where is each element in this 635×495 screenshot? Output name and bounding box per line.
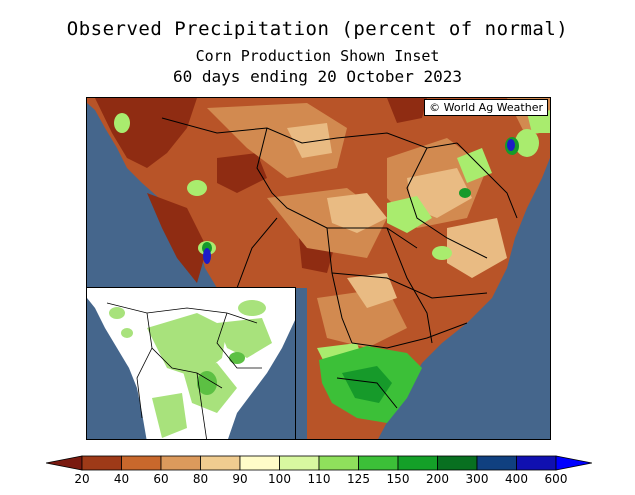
- legend-segment: [239, 455, 280, 471]
- legend-segment: [358, 455, 399, 471]
- legend-tick-label: 60: [153, 472, 169, 486]
- legend-tick-label: 20: [74, 472, 90, 486]
- inset-dense-corn: [197, 352, 245, 395]
- legend-tick-label: 300: [465, 472, 489, 486]
- legend-tick-label: 40: [113, 472, 130, 486]
- legend-tick-label: 100: [268, 472, 291, 486]
- inset-canvas: [87, 288, 295, 439]
- legend-tick-label: 400: [505, 472, 528, 486]
- map-title: Observed Precipitation (percent of norma…: [66, 18, 569, 40]
- legend-segment: [81, 455, 122, 471]
- map-canvas: [87, 98, 550, 439]
- legend-tick-label: 125: [347, 472, 370, 486]
- legend-segment: [397, 455, 438, 471]
- inset-corn-areas: [109, 300, 272, 438]
- legend-tick-label: 150: [386, 472, 410, 486]
- color-legend: 20 40 60 80 90 100 110 125 150 200 300 400 600: [46, 455, 592, 491]
- legend-tick-label: 80: [192, 472, 209, 486]
- legend-segment: [121, 455, 162, 471]
- corn-production-inset: [87, 287, 296, 439]
- legend-over-arrow: [555, 455, 592, 471]
- political-borders: [161, 117, 518, 409]
- legend-tick-label: 200: [426, 472, 449, 486]
- legend-segment: [279, 455, 320, 471]
- legend-segment: [200, 455, 241, 471]
- legend-segment: [476, 455, 517, 471]
- legend-tick-label: 90: [232, 472, 248, 486]
- map-subtitle: Corn Production Shown Inset: [195, 47, 440, 65]
- legend-under-arrow: [46, 455, 83, 471]
- legend-bar: [46, 455, 592, 471]
- legend-segment: [160, 455, 201, 471]
- legend-segment: [516, 455, 557, 471]
- credit-label: © World Ag Weather: [424, 99, 548, 116]
- legend-tick-label: 600: [544, 472, 568, 486]
- legend-segment: [318, 455, 359, 471]
- map-period: 60 days ending 20 October 2023: [173, 67, 462, 86]
- very-heavy-rain-zone: [342, 366, 392, 403]
- inset-borders: [106, 302, 262, 439]
- extreme-rain-spots: [203, 139, 515, 264]
- precipitation-map: © World Ag Weather: [86, 97, 551, 440]
- legend-tick-label: 110: [307, 472, 331, 486]
- near-normal-zones: [287, 123, 507, 308]
- legend-segment: [437, 455, 478, 471]
